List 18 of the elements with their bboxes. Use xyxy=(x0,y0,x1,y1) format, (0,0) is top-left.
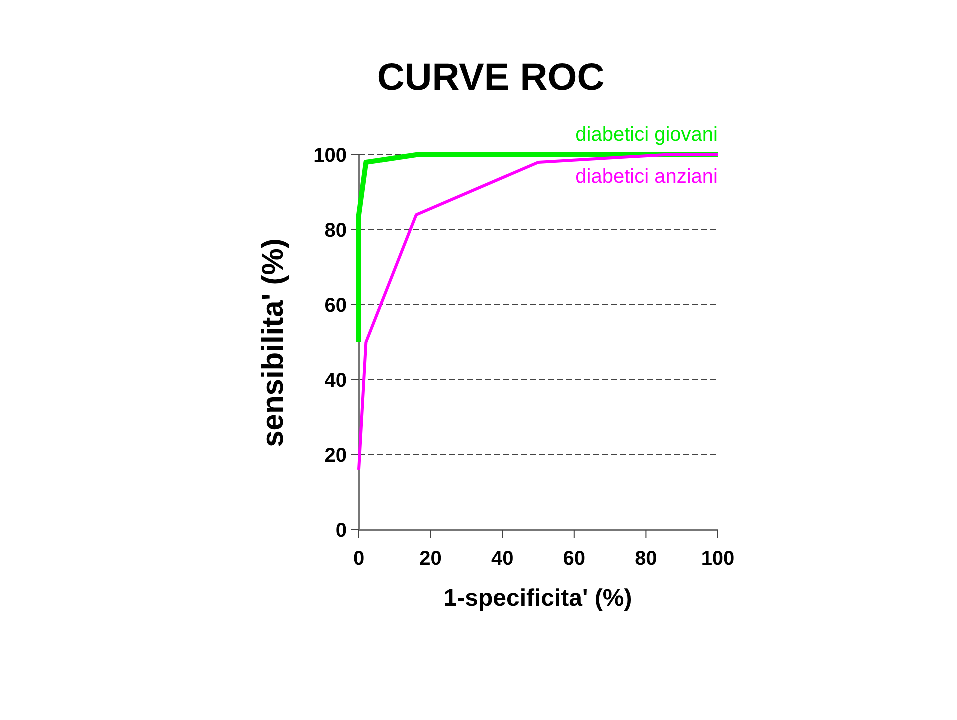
x-tick-label: 80 xyxy=(635,548,658,570)
x-tick-label: 40 xyxy=(491,548,514,570)
y-tick-label: 100 xyxy=(314,145,347,167)
x-tick-label: 20 xyxy=(420,548,442,570)
y-tick-label: 40 xyxy=(324,370,347,392)
line-series xyxy=(358,154,720,472)
y-tick-label: 60 xyxy=(324,295,347,317)
y-tick-label: 80 xyxy=(324,220,347,242)
chart-title: CURVE ROC xyxy=(377,57,605,99)
y-tick-label: 20 xyxy=(324,445,347,467)
x-axis-title: 1-specificita' (%) xyxy=(444,585,632,612)
x-tick-label: 60 xyxy=(563,548,586,570)
x-tick-label: 0 xyxy=(353,548,365,570)
series-label: diabetici giovani xyxy=(576,124,718,146)
y-axis-title: sensibilita' (%) xyxy=(257,238,290,448)
y-tick-label: 0 xyxy=(336,520,347,542)
series-label: diabetici anziani xyxy=(576,166,718,188)
x-tick-label: 100 xyxy=(701,548,735,570)
